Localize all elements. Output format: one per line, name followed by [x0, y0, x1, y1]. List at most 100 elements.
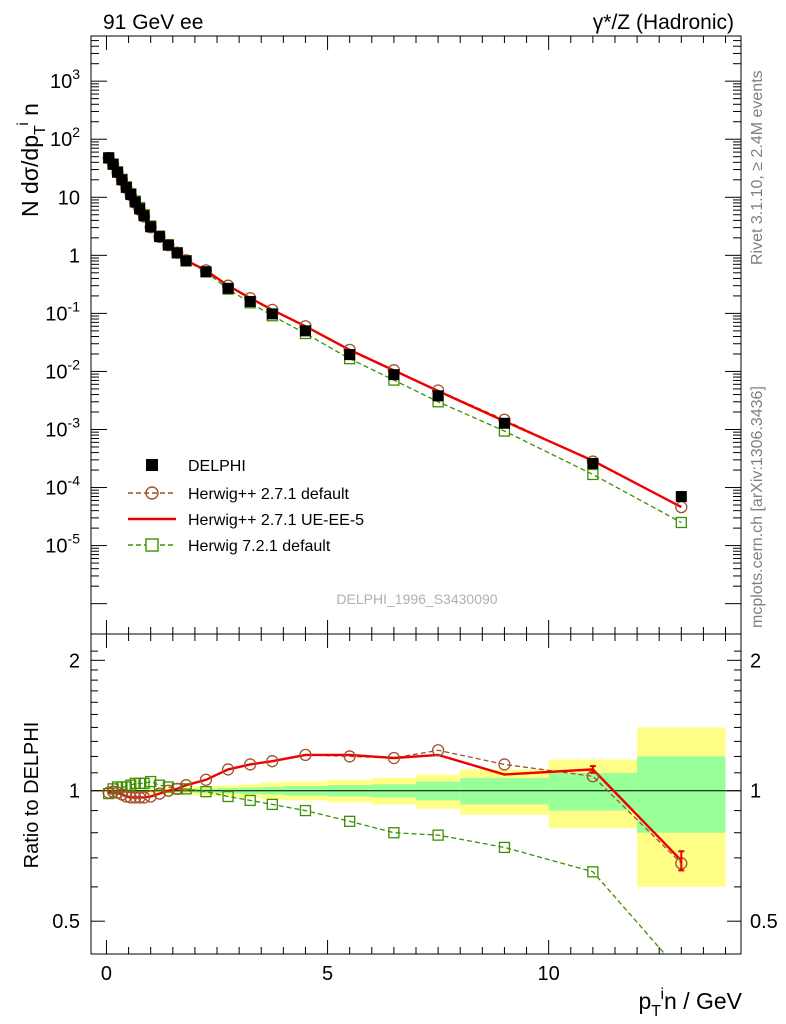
- y-tick-label: 10: [58, 187, 80, 209]
- ratio-stat-band: [548, 772, 638, 811]
- delphi-point: [134, 203, 146, 215]
- ratio-herwig7-point: [587, 866, 599, 878]
- ratio-herwig-pp-default-point: [431, 744, 445, 757]
- ratio-herwig-pp-default-point: [106, 785, 120, 798]
- xlabel: pTin / GeV: [638, 986, 742, 1020]
- delphi-point: [180, 255, 192, 267]
- ratio-herwig-pp-default-point: [266, 755, 279, 768]
- ratio-herwig7-point: [222, 790, 234, 803]
- y-tick-label: 10-1: [45, 298, 80, 325]
- left-title: 91 GeV ee: [103, 11, 203, 34]
- ratio-stat-band: [637, 756, 726, 833]
- y-tick-label: 102: [50, 124, 80, 151]
- ratio-herwig7-point: [388, 827, 400, 839]
- y-tick-label: 103: [50, 66, 80, 93]
- delphi-point: [266, 308, 278, 320]
- delphi-point: [129, 196, 141, 208]
- ue-ee-5-line: [107, 157, 682, 509]
- ratio-herwig-pp-default-point: [179, 779, 193, 792]
- main-axis-ticks: 10-5 10-4 10-3 10-2 10-1 1 10 102 103: [45, 35, 741, 634]
- ratio-herwig-pp-default-point: [129, 791, 142, 804]
- ratio-herwig-pp-default-point: [120, 790, 133, 803]
- ratio-herwig7-point: [498, 841, 511, 854]
- legend-marker-herwig7: [145, 538, 159, 552]
- ratio-herwig-pp-default-point: [221, 763, 235, 776]
- main-series: [102, 151, 688, 529]
- ratio-herwig7-point: [180, 783, 192, 795]
- delphi-point: [103, 152, 115, 164]
- delphi-point: [587, 457, 599, 469]
- delphi-point: [222, 282, 234, 294]
- legend-label-herwig7: Herwig 7.2.1 default: [188, 538, 331, 555]
- ratio-y-tick-label-left: 2: [69, 650, 80, 672]
- main-ylabel: N dσ/dpTi n: [15, 103, 49, 217]
- delphi-point: [171, 247, 183, 259]
- x-tick-label: 0: [101, 963, 112, 985]
- ratio-herwig-pp-default-point: [343, 750, 356, 763]
- delphi-point: [120, 181, 132, 193]
- ratio-uncertainty-bands: [106, 727, 726, 887]
- ratio-herwig-pp-default-point: [162, 784, 175, 797]
- ratio-herwig-pp-default-point: [199, 773, 213, 786]
- ratio-herwig-pp-default-point: [498, 758, 511, 771]
- legend-label-herwig-pp-default: Herwig++ 2.7.1 default: [188, 486, 350, 503]
- ratio-herwig7-point: [145, 775, 157, 788]
- ratio-ylabel: Ratio to DELPHI: [21, 722, 43, 869]
- ratio-herwig7-point: [344, 815, 356, 827]
- delphi-point: [145, 221, 157, 233]
- ratio-series: [102, 744, 688, 955]
- ratio-herwig7-point: [153, 779, 166, 791]
- ratio-herwig-pp-default-point: [387, 751, 401, 765]
- herwig-pp-default-point: [675, 500, 688, 514]
- ratio-herwig7-point: [244, 794, 256, 807]
- right-title: γ*/Z (Hadronic): [593, 11, 734, 34]
- ratio-herwig-pp-default-point: [144, 790, 157, 803]
- svg-text:N dσ/dpTi n: N dσ/dpTi n: [15, 103, 49, 217]
- x-tick-label: 10: [538, 963, 560, 985]
- ratio-herwig-pp-default-point: [153, 787, 166, 800]
- ratio-y-tick-label-right: 2: [750, 650, 761, 672]
- ratio-herwig-pp-default-point: [299, 748, 312, 762]
- x-tick-label: 5: [322, 963, 333, 985]
- herwig-pp-default-line: [108, 157, 682, 508]
- ratio-herwig-pp-default-point: [244, 758, 257, 771]
- ratio-ue-ee-5-line: [108, 753, 683, 862]
- delphi-point: [116, 174, 128, 186]
- ratio-herwig7-point: [162, 781, 175, 793]
- legend-marker-herwig-pp-default: [145, 486, 159, 500]
- delphi-point: [498, 417, 510, 429]
- ratio-herwig7-point: [266, 798, 278, 811]
- herwig7-point: [675, 516, 687, 529]
- ratio-y-tick-label-left: 0.5: [52, 911, 80, 933]
- delphi-point: [244, 296, 256, 308]
- ratio-y-tick-label-right: 1: [750, 781, 761, 803]
- delphi-point: [138, 210, 150, 222]
- delphi-point: [675, 491, 687, 503]
- delphi-point: [432, 390, 444, 402]
- ratio-herwig7-point: [299, 804, 312, 817]
- y-tick-label: 10-5: [45, 531, 80, 558]
- y-tick-label: 10-4: [45, 473, 80, 500]
- herwig7-point: [587, 468, 599, 481]
- legend-label-delphi: DELPHI: [188, 458, 246, 475]
- ratio-herwig-pp-default-point: [124, 791, 137, 804]
- delphi-point: [112, 166, 124, 178]
- legend: DELPHI Herwig++ 2.7.1 default Herwig++ 2…: [128, 458, 364, 555]
- ratio-y-tick-label-right: 0.5: [750, 911, 778, 933]
- legend-marker-delphi: [146, 459, 158, 471]
- mcplots-label: mcplots.cern.ch [arXiv:1306.3436]: [749, 386, 766, 628]
- delphi-point: [344, 349, 356, 361]
- ratio-herwig7-point: [432, 829, 444, 841]
- legend-label-ue-ee-5: Herwig++ 2.7.1 UE-EE-5: [188, 512, 364, 529]
- delphi-point: [125, 188, 137, 200]
- delphi-point: [200, 266, 212, 278]
- delphi-point: [107, 158, 119, 170]
- ratio-herwig-pp-default-point: [102, 786, 115, 799]
- y-tick-label: 10-2: [45, 356, 80, 383]
- delphi-point: [154, 231, 166, 243]
- rivet-label: Rivet 3.1.10, ≥ 2.4M events: [749, 70, 766, 265]
- delphi-point: [162, 239, 174, 251]
- svg-text:pTin / GeV: pTin / GeV: [638, 986, 742, 1020]
- delphi-point: [299, 325, 311, 337]
